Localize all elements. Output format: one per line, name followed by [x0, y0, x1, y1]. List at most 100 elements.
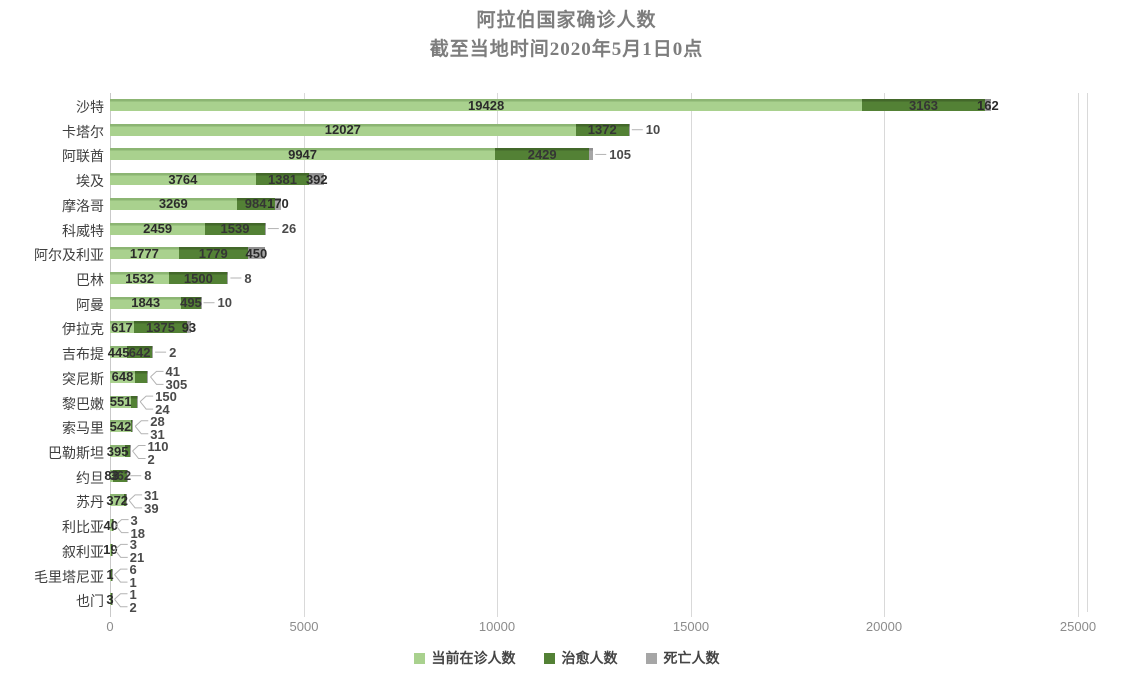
value-label-cured: 1539 — [220, 221, 250, 237]
value-label-cured: 1500 — [183, 270, 213, 286]
value-label-active: 19 — [103, 542, 118, 558]
bar-segment-cured — [135, 370, 147, 383]
value-label-death: 26 — [281, 221, 297, 237]
bar-segment-cured — [255, 173, 310, 186]
bar-segment-cured — [124, 494, 126, 507]
bar-segment-death — [247, 247, 266, 260]
x-tick-label: 10000 — [478, 619, 516, 634]
bar-segment-cured — [131, 395, 138, 408]
value-label-active: 19428 — [468, 97, 505, 113]
legend-swatch-1 — [543, 652, 555, 664]
leader-line — [139, 401, 154, 410]
bar-segment-death — [628, 123, 630, 136]
value-label-active: 3764 — [168, 171, 198, 187]
bar-segment-active — [110, 173, 256, 186]
value-label-death: 105 — [609, 146, 631, 162]
bar-segment-active — [110, 197, 237, 210]
bar-segment-cured — [862, 99, 985, 111]
leader-line — [132, 450, 146, 459]
category-label: 黎巴嫩 — [62, 397, 104, 413]
bar-segment-active — [110, 469, 114, 482]
x-gridline — [884, 93, 885, 617]
value-label-active: 40 — [103, 517, 118, 533]
bar-segment-cured — [133, 321, 188, 334]
bar-segment-death — [187, 321, 191, 334]
value-label-death: 170 — [267, 196, 289, 212]
leader-line — [150, 376, 164, 385]
value-label-death: 10 — [217, 295, 232, 311]
value-label-active: 2459 — [143, 221, 173, 237]
legend-label: 治愈人数 — [561, 652, 618, 667]
legend-label: 死亡人数 — [663, 652, 720, 667]
bar-segment-death — [264, 222, 266, 235]
value-label-cured: 642 — [128, 344, 151, 360]
x-tick-label: 20000 — [865, 619, 903, 634]
value-label-cured: 1779 — [198, 245, 228, 261]
category-label: 苏丹 — [76, 496, 104, 512]
bar-segment-cured — [130, 420, 133, 433]
bar-segment-cured — [181, 296, 201, 309]
value-label-active: 1777 — [129, 245, 159, 261]
value-label-cured: 984 — [244, 196, 267, 212]
value-label-active: 83 — [104, 468, 119, 484]
value-label-death: 162 — [977, 97, 999, 113]
bar-segment-active — [110, 593, 111, 606]
leader-line — [128, 500, 143, 509]
legend-item: 治愈人数 — [543, 648, 618, 668]
value-label-active: 1532 — [125, 270, 155, 286]
leader-line — [114, 568, 128, 575]
category-label: 巴林 — [76, 274, 104, 289]
value-label-active: 445 — [107, 344, 130, 360]
value-label-active: 12027 — [324, 122, 361, 138]
category-label: 突尼斯 — [62, 372, 104, 388]
x-gridline — [1078, 93, 1079, 617]
bar-segment-death — [111, 543, 113, 556]
category-label: 阿曼 — [76, 298, 104, 314]
value-label-cured: 305 — [165, 377, 188, 393]
bar-segment-death — [227, 272, 229, 284]
value-label-death: 41 — [165, 364, 180, 380]
bar-segment-cured — [110, 568, 112, 581]
bar-segment-death — [146, 370, 149, 383]
bar-segment-active — [110, 99, 863, 111]
bar-segment-active — [110, 346, 128, 359]
value-label-cured: 18 — [130, 525, 146, 541]
bar-segment-active — [110, 247, 179, 260]
value-label-cured: 3163 — [909, 97, 938, 113]
bar-segment-active — [110, 148, 496, 161]
value-label-cured: 2429 — [527, 146, 557, 162]
value-label-active: 648 — [111, 369, 134, 385]
bar-segment-cured — [127, 346, 153, 359]
leader-line — [114, 598, 128, 608]
bar-segment-active — [110, 519, 112, 532]
bar-segment-death — [111, 568, 113, 581]
bar-segment-death — [589, 148, 594, 161]
value-label-active: 372 — [106, 492, 129, 508]
bar-segment-death — [111, 593, 113, 606]
x-tick-label: 25000 — [1059, 619, 1097, 634]
legend-item: 死亡人数 — [645, 648, 720, 668]
value-label-active: 617 — [111, 319, 133, 335]
value-label-cured: 495 — [180, 295, 202, 311]
legend-item: 当前在诊人数 — [413, 648, 516, 668]
bar-segment-active — [110, 543, 111, 556]
value-label-active: 3269 — [158, 196, 188, 212]
category-label: 埃及 — [76, 175, 104, 191]
category-label: 吉布提 — [62, 348, 104, 364]
legend-swatch-2 — [645, 652, 657, 664]
value-label-active: 3 — [106, 591, 114, 607]
legend-label: 当前在诊人数 — [431, 652, 516, 667]
category-label: 伊拉克 — [62, 323, 104, 339]
value-label-cured: 6 — [129, 562, 137, 578]
bar-segment-death — [137, 395, 139, 408]
value-label-active: 1 — [106, 567, 114, 583]
x-tick-label: 15000 — [672, 619, 710, 634]
x-gridline — [497, 93, 498, 617]
bar-segment-death — [132, 420, 134, 433]
value-label-death: 93 — [181, 319, 197, 335]
leader-line — [134, 425, 149, 435]
bar-segment-active — [110, 494, 125, 507]
category-label: 巴勒斯坦 — [48, 447, 104, 462]
value-label-active: 395 — [106, 443, 129, 459]
value-label-death: 392 — [305, 171, 328, 187]
